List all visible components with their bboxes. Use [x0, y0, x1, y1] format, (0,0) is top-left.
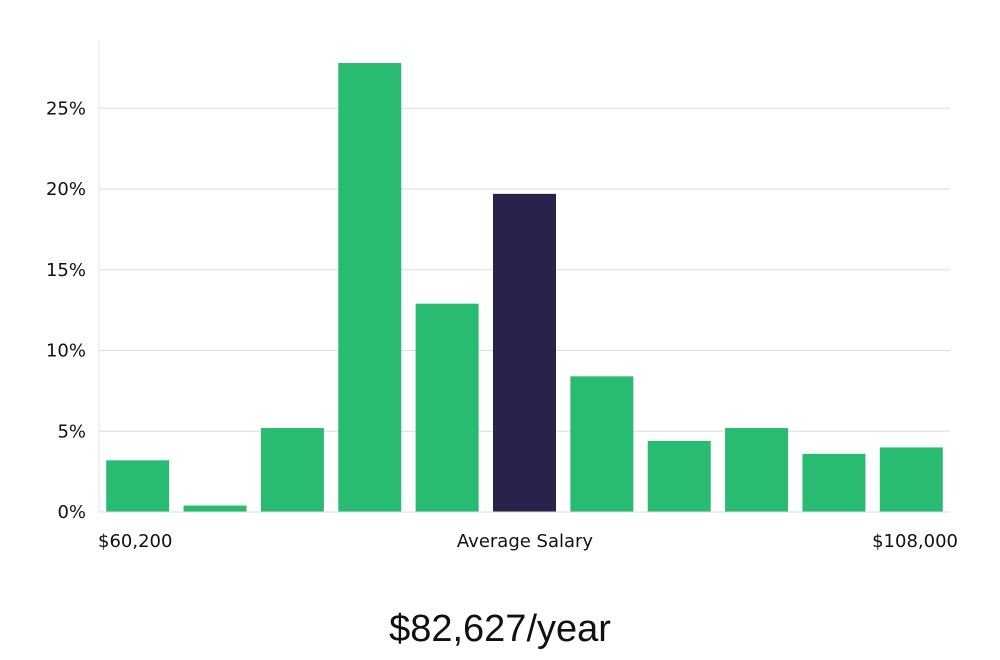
bar [260, 428, 324, 512]
y-tick-label: 10% [46, 341, 86, 362]
bar [879, 447, 943, 512]
bar [647, 440, 711, 512]
x-axis-title: Average Salary [457, 531, 594, 552]
bars [106, 63, 943, 512]
bar [802, 453, 866, 512]
y-tick-label: 15% [46, 260, 86, 281]
salary-histogram: 0%5%10%15%20%25% $60,200 Average Salary … [46, 40, 958, 552]
y-tick-label: 25% [46, 98, 86, 119]
y-tick-label: 20% [46, 179, 86, 200]
y-tick-labels: 0% 5% 10% 15% 20% 25% [46, 98, 86, 523]
bar [415, 303, 479, 512]
average-salary-value: $82,627/year [389, 608, 611, 650]
bar [725, 428, 789, 512]
x-min-label: $60,200 [98, 531, 172, 552]
y-tick-label: 5% [57, 421, 86, 442]
y-tick-label: 0% [57, 502, 86, 523]
bar-highlighted [493, 193, 556, 512]
bar [570, 376, 634, 512]
bar [338, 63, 402, 512]
bar [106, 460, 170, 512]
x-max-label: $108,000 [872, 531, 958, 552]
bar [183, 505, 247, 512]
